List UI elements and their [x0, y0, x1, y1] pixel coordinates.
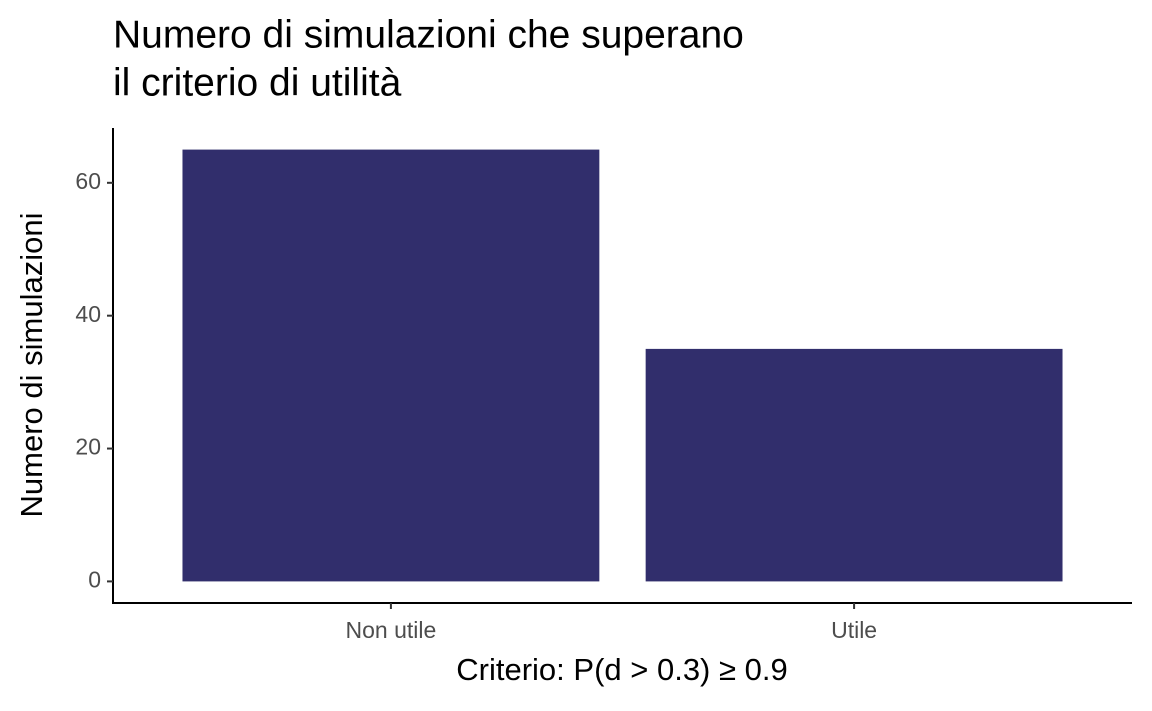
bar	[645, 348, 1063, 582]
y-tick-label: 20	[75, 434, 101, 460]
chart-title: il criterio di utilità	[113, 61, 402, 104]
x-tick-label: Utile	[831, 617, 877, 643]
y-axis-title: Numero di simulazioni	[14, 213, 49, 518]
y-tick-label: 40	[75, 301, 101, 327]
bar	[182, 149, 600, 582]
x-tick-label: Non utile	[346, 617, 437, 643]
x-axis-title: Criterio: P(d > 0.3) ≥ 0.9	[456, 652, 787, 687]
y-tick-label: 60	[75, 168, 101, 194]
y-tick-label: 0	[88, 566, 101, 592]
chart-title: Numero di simulazioni che superano	[113, 13, 744, 56]
